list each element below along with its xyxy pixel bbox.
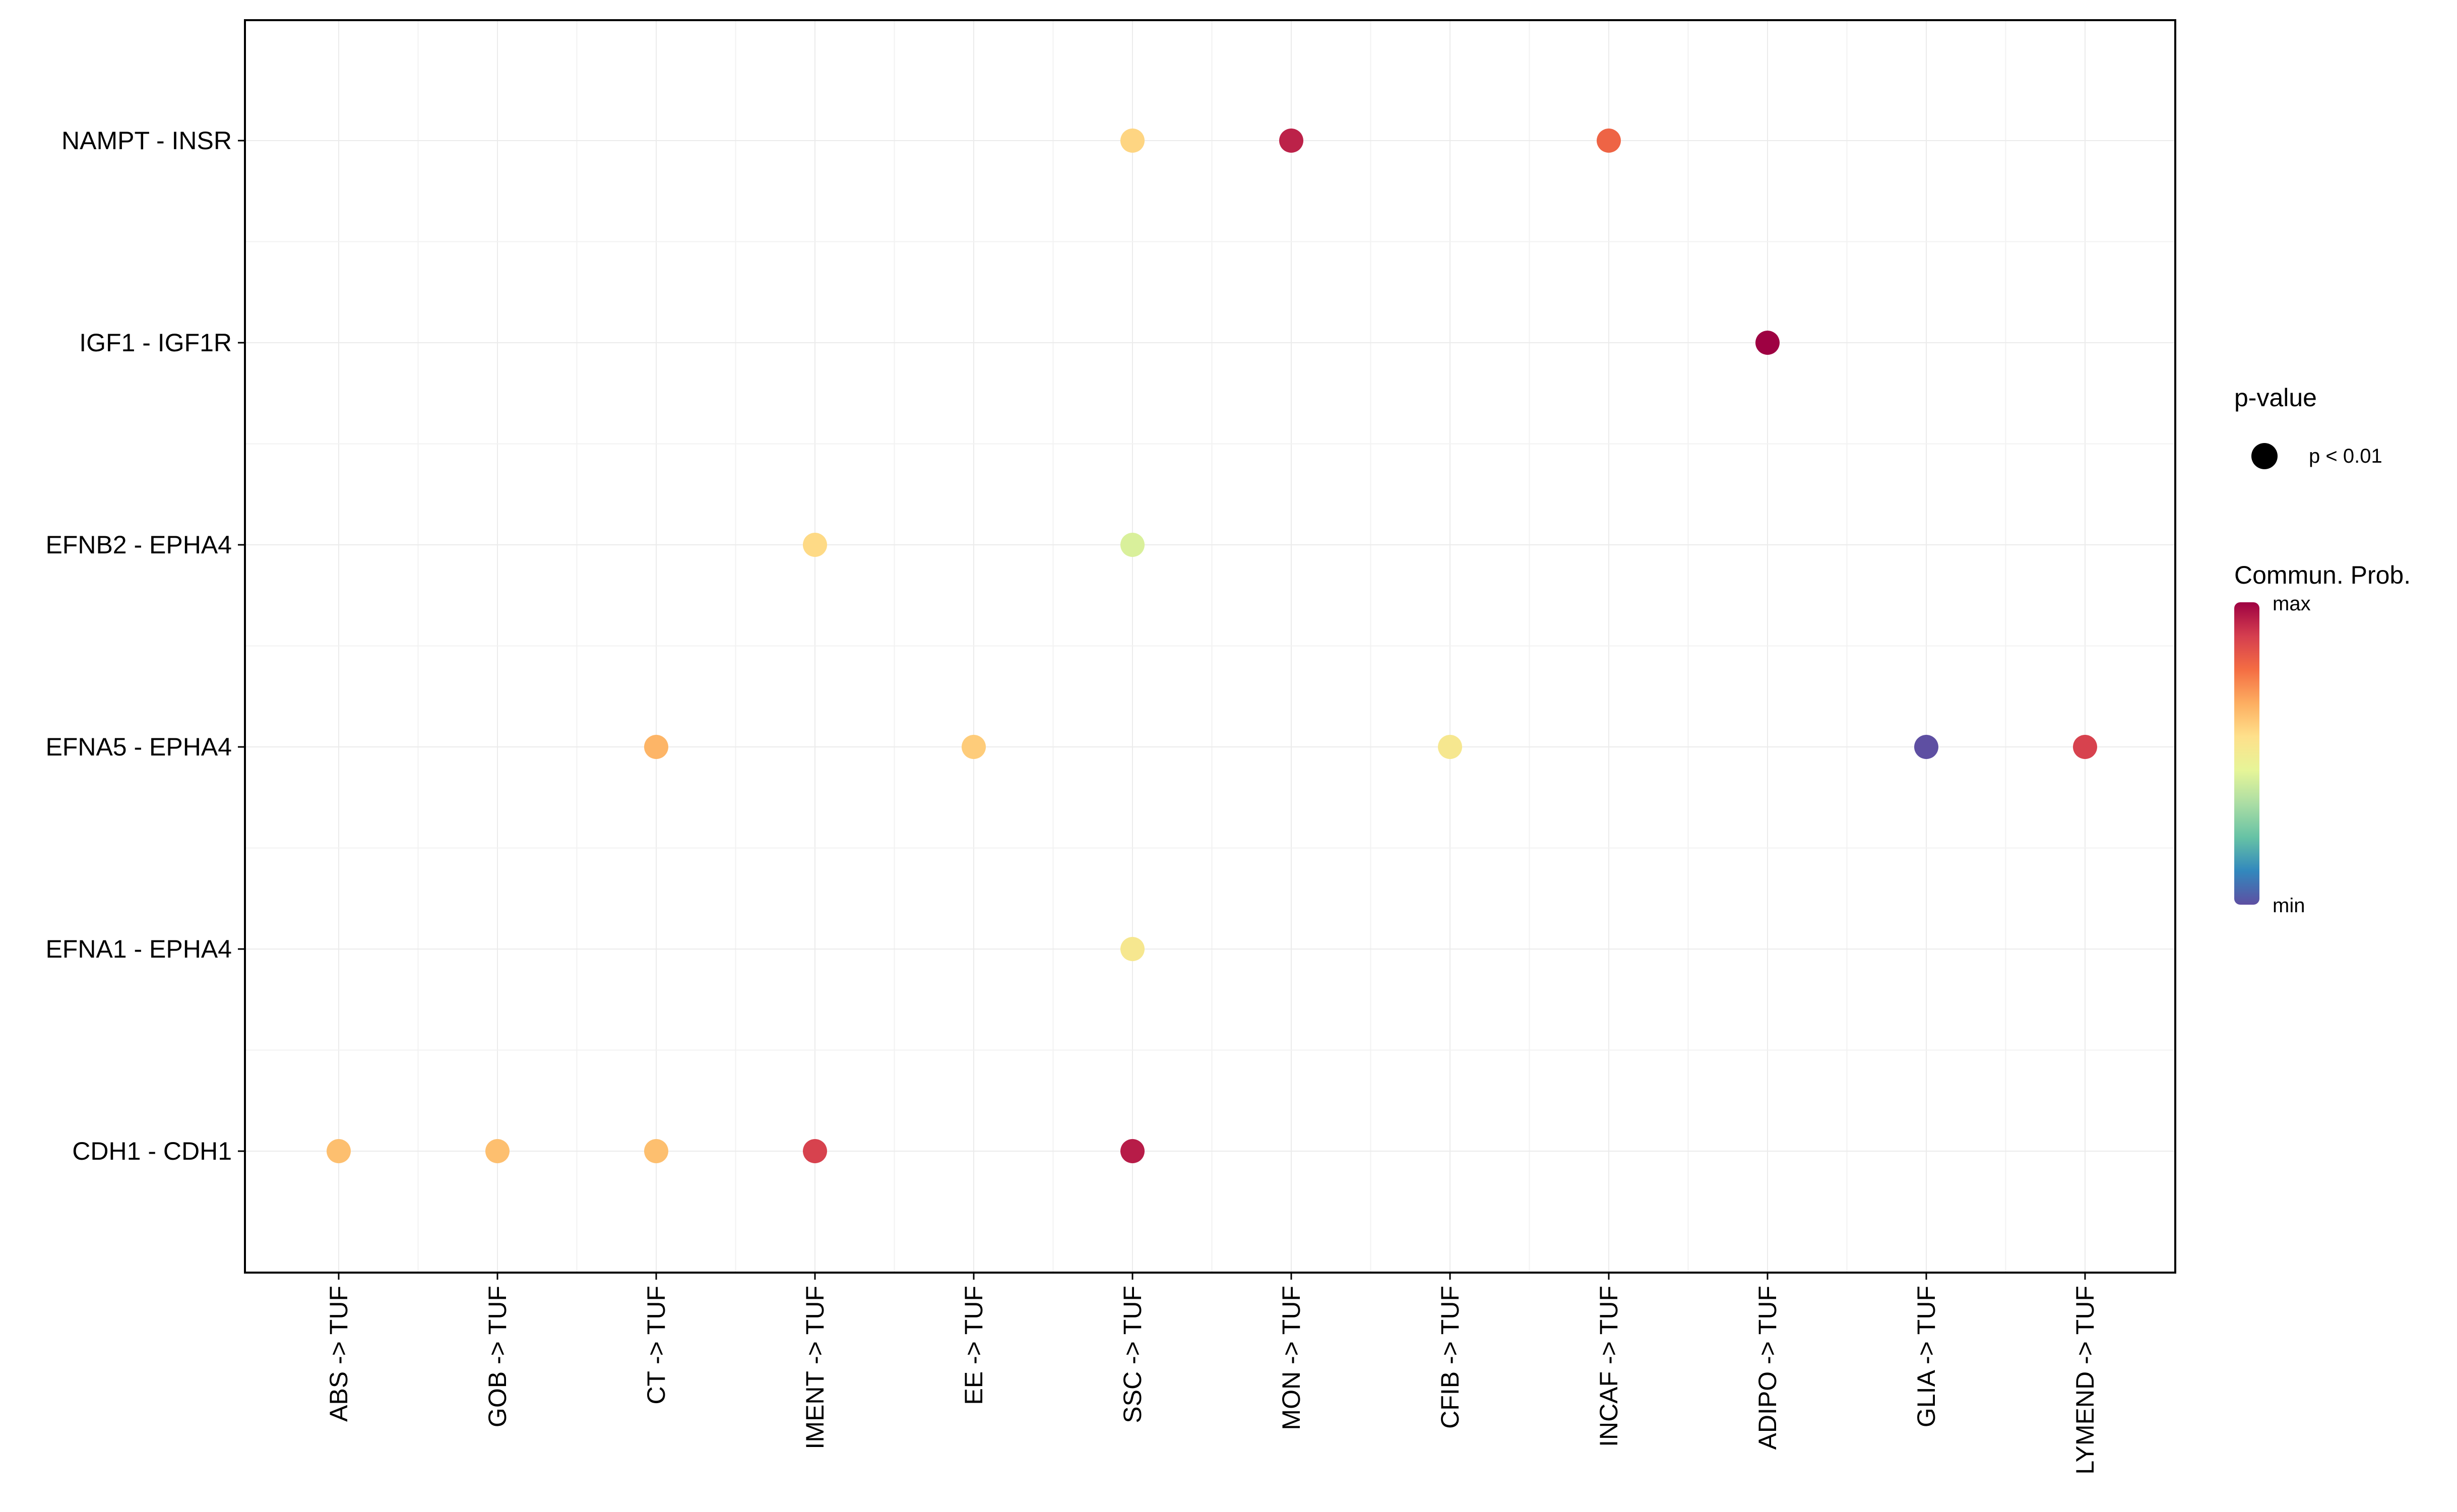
data-point[interactable]	[327, 1139, 351, 1163]
data-point[interactable]	[1597, 129, 1621, 153]
data-point[interactable]	[803, 1139, 827, 1163]
plot-panel-border	[244, 19, 2176, 1274]
legend-size-key	[2251, 443, 2278, 469]
x-tick-label: ADIPO -> TUF	[1753, 1286, 1782, 1450]
legend-color-max-label: max	[2273, 593, 2311, 615]
y-axis: CDH1 - CDH1 EFNA1 - EPHA4 EFNA5 - EPHA4 EFN…	[45, 127, 245, 1165]
legend-color-min-label: min	[2273, 895, 2305, 917]
y-tick-label: EFNB2 - EPHA4	[45, 531, 232, 559]
legend-size-title: p-value	[2234, 384, 2317, 412]
data-point[interactable]	[962, 735, 986, 759]
y-tick-label: EFNA1 - EPHA4	[45, 935, 232, 963]
data-point[interactable]	[1438, 735, 1462, 759]
x-tick-label: IMENT -> TUF	[801, 1286, 829, 1450]
data-point[interactable]	[1120, 1139, 1145, 1163]
data-point[interactable]	[644, 735, 668, 759]
data-point[interactable]	[1120, 937, 1145, 961]
grid-lines	[245, 20, 2175, 1273]
y-tick-label: EFNA5 - EPHA4	[45, 733, 232, 761]
y-tick-label: NAMPT - INSR	[61, 127, 232, 155]
y-tick-label: CDH1 - CDH1	[72, 1137, 232, 1165]
data-point[interactable]	[1914, 735, 1938, 759]
data-point[interactable]	[2073, 735, 2097, 759]
x-tick-label: INCAF -> TUF	[1595, 1286, 1623, 1447]
x-tick-label: ABS -> TUF	[325, 1286, 353, 1422]
data-point[interactable]	[1755, 331, 1780, 355]
legend: p-value p < 0.01 Commun. Prob. max min	[2234, 384, 2411, 917]
x-tick-label: GLIA -> TUF	[1912, 1286, 1940, 1427]
data-point[interactable]	[803, 533, 827, 557]
legend-color-title: Commun. Prob.	[2234, 561, 2411, 589]
y-tick-label: IGF1 - IGF1R	[79, 329, 232, 357]
x-tick-label: LYMEND -> TUF	[2071, 1286, 2099, 1475]
x-tick-label: EE -> TUF	[960, 1286, 988, 1405]
x-axis: ABS -> TUF GOB -> TUF CT -> TUF IMENT -> TU…	[325, 1273, 2099, 1475]
x-tick-label: CFIB -> TUF	[1436, 1286, 1464, 1429]
data-point[interactable]	[1120, 129, 1145, 153]
x-tick-label: GOB -> TUF	[483, 1286, 512, 1427]
x-tick-label: SSC -> TUF	[1118, 1286, 1147, 1423]
data-point[interactable]	[1279, 129, 1303, 153]
legend-colorbar	[2234, 602, 2259, 905]
legend-size-label: p < 0.01	[2309, 445, 2382, 467]
data-point[interactable]	[644, 1139, 668, 1163]
x-tick-label: MON -> TUF	[1277, 1286, 1305, 1430]
points-layer	[327, 129, 2097, 1163]
data-point[interactable]	[1120, 533, 1145, 557]
x-tick-label: CT -> TUF	[642, 1286, 670, 1405]
data-point[interactable]	[485, 1139, 510, 1163]
